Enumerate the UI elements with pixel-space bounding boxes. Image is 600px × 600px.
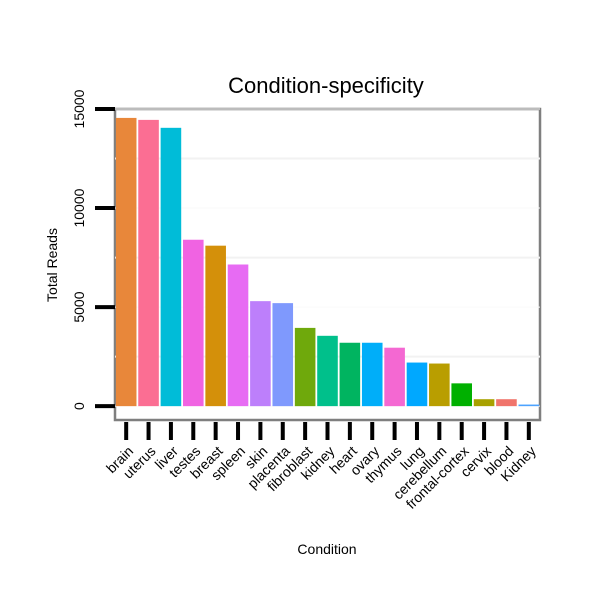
x-axis-label: Condition xyxy=(297,541,356,557)
bar-breast xyxy=(205,245,226,407)
y-tick-label: 5000 xyxy=(71,291,87,322)
bars xyxy=(115,117,540,407)
bar-placenta xyxy=(272,303,294,407)
bar-brain xyxy=(115,117,137,407)
y-axis-label: Total Reads xyxy=(44,228,60,302)
chart-title: Condition-specificity xyxy=(228,73,424,98)
bar-ovary xyxy=(361,342,383,407)
bar-fibroblast xyxy=(294,327,316,407)
bar-liver xyxy=(160,127,182,407)
y-tick-label: 10000 xyxy=(71,188,87,227)
bar-frontal-cortex xyxy=(451,383,472,407)
y-axis-ticks: 0 5000 10000 15000 xyxy=(71,89,115,410)
bar-cervix xyxy=(473,399,495,407)
bar-Kidney xyxy=(518,404,540,407)
bar-cerebellum xyxy=(429,363,450,407)
bar-heart xyxy=(339,342,361,407)
bar-blood xyxy=(496,399,517,407)
bar-kidney xyxy=(317,335,338,407)
bar-thymus xyxy=(384,347,405,407)
bar-skin xyxy=(250,301,271,407)
x-axis-ticks: brainuteruslivertestesbreastspleenskinpl… xyxy=(103,422,539,512)
bar-lung xyxy=(406,362,428,407)
bar-spleen xyxy=(227,264,249,407)
y-tick-label: 15000 xyxy=(71,89,87,128)
bar-uterus xyxy=(138,119,159,407)
y-tick-label: 0 xyxy=(71,402,87,410)
bar-testes xyxy=(183,239,204,407)
